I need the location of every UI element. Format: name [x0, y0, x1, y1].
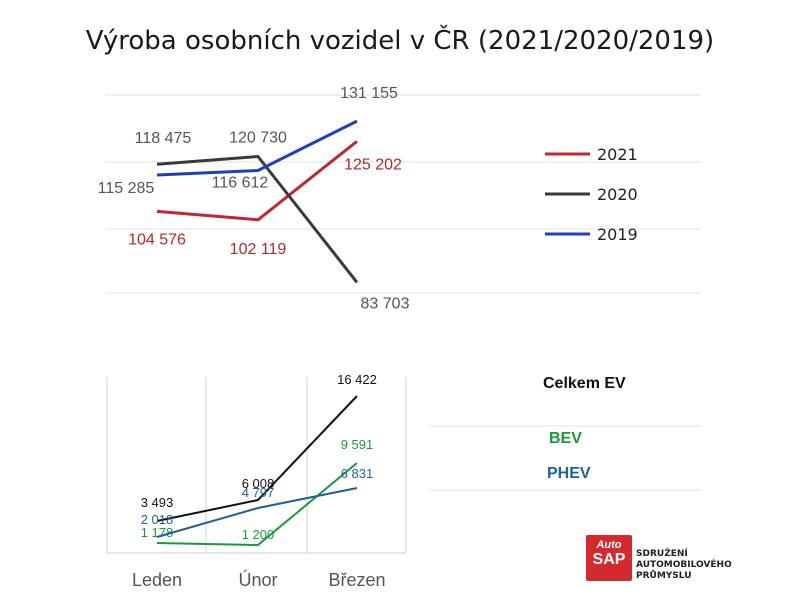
logo-line-2: SAP — [592, 551, 626, 568]
series-line-2021 — [156, 140, 358, 222]
legend-label: 2019 — [597, 225, 638, 244]
data-label: 115 285 — [98, 180, 155, 197]
data-label: 1 200 — [242, 527, 275, 542]
legend-label: Celkem EV — [543, 375, 626, 392]
logo-line-1: Auto — [596, 539, 622, 551]
data-label: 131 155 — [340, 85, 398, 102]
series-line-phev — [156, 487, 358, 538]
data-label: 83 703 — [361, 295, 410, 312]
legend-label: BEV — [549, 430, 582, 447]
x-tick-label: Únor — [238, 569, 277, 590]
legend-label: PHEV — [547, 465, 591, 482]
data-label: 3 493 — [141, 495, 174, 510]
org-line: PRŮMYSLU — [636, 571, 692, 581]
series-line-bev — [156, 462, 358, 547]
data-label: 116 612 — [212, 175, 269, 192]
autosap-logo: Auto SAP — [586, 535, 632, 581]
data-label: 120 730 — [229, 130, 287, 147]
data-label: 104 576 — [128, 231, 186, 248]
x-tick-label: Leden — [132, 570, 182, 590]
legend-label: 2020 — [597, 185, 638, 204]
data-label: 6 008 — [242, 476, 275, 491]
production-line-chart: 104 576 102 119 125 202 2021 118 475 120 730 8… — [98, 85, 700, 312]
data-label: 16 422 — [337, 372, 377, 387]
data-label: 125 202 — [344, 156, 402, 173]
organization-name: SDRUŽENÍ AUTOMOBILOVÉHO PRŮMYSLU — [636, 549, 732, 582]
data-label: 6 831 — [341, 466, 374, 481]
series-line-celkem-ev — [156, 395, 358, 522]
data-label: 9 591 — [341, 437, 374, 452]
data-label: 1 178 — [141, 525, 174, 540]
org-line: SDRUŽENÍ — [636, 549, 688, 559]
chart-title: Výroba osobních vozidel v ČR (2021/2020/… — [85, 26, 715, 56]
data-label: 2 018 — [141, 512, 174, 527]
data-label: 102 119 — [230, 241, 287, 258]
legend-label: 2021 — [597, 145, 638, 164]
series-line-2020 — [156, 154, 359, 284]
data-label: 118 475 — [135, 130, 192, 147]
series-line-2019 — [156, 119, 358, 177]
data-label: 4 797 — [242, 485, 275, 500]
org-line: AUTOMOBILOVÉHO — [636, 560, 732, 570]
x-tick-label: Březen — [328, 570, 385, 590]
